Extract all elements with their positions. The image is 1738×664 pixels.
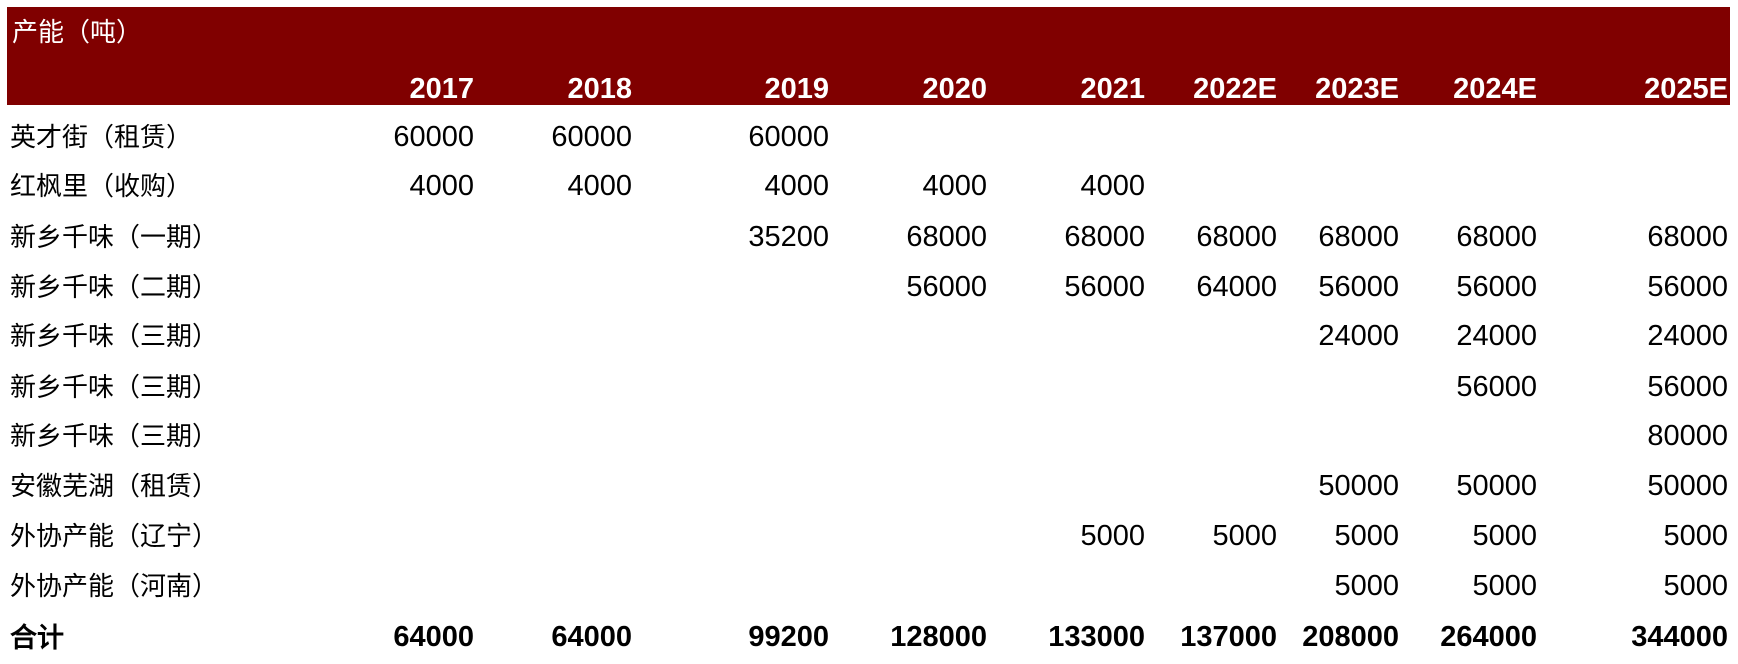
year-header-2017: 2017 — [409, 73, 474, 105]
table-cell: 68000 — [1456, 221, 1537, 253]
table-cell: 68000 — [906, 221, 987, 253]
table-cell: 68000 — [1064, 221, 1145, 253]
table-cell: 5000 — [1472, 520, 1537, 552]
table-cell: 68000 — [1647, 221, 1728, 253]
table-cell: 5000 — [1663, 570, 1728, 602]
total-cell: 133000 — [1048, 621, 1145, 653]
total-label: 合计 — [10, 623, 64, 654]
year-header-2020: 2020 — [922, 73, 987, 105]
table-cell: 4000 — [567, 170, 632, 202]
total-cell: 99200 — [748, 621, 829, 653]
table-cell: 56000 — [1318, 271, 1399, 303]
row-label: 外协产能（河南） — [10, 572, 219, 602]
table-cell: 4000 — [764, 170, 829, 202]
table-cell: 5000 — [1212, 520, 1277, 552]
total-cell: 64000 — [551, 621, 632, 653]
total-cell: 208000 — [1302, 621, 1399, 653]
row-label: 新乡千味（三期） — [10, 322, 219, 352]
year-header-2018: 2018 — [567, 73, 632, 105]
table-cell: 50000 — [1318, 470, 1399, 502]
table-cell: 35200 — [748, 221, 829, 253]
table-cell: 50000 — [1647, 470, 1728, 502]
total-cell: 64000 — [393, 621, 474, 653]
table-cell: 5000 — [1334, 520, 1399, 552]
row-label: 安徽芜湖（租赁） — [10, 472, 219, 502]
table-cell: 80000 — [1647, 420, 1728, 452]
year-header-2022e: 2022E — [1193, 73, 1277, 105]
year-header-2023e: 2023E — [1315, 73, 1399, 105]
total-cell: 137000 — [1180, 621, 1277, 653]
table-cell: 5000 — [1472, 570, 1537, 602]
row-label: 新乡千味（二期） — [10, 273, 219, 303]
table-cell: 60000 — [551, 121, 632, 153]
table-header — [7, 7, 1730, 105]
year-header-2021: 2021 — [1080, 73, 1145, 105]
row-label: 外协产能（辽宁） — [10, 522, 219, 552]
table-cell: 5000 — [1663, 520, 1728, 552]
row-label: 红枫里（收购） — [10, 172, 193, 202]
table-cell: 56000 — [906, 271, 987, 303]
row-label: 新乡千味（三期） — [10, 373, 219, 403]
table-cell: 64000 — [1196, 271, 1277, 303]
table-cell: 56000 — [1456, 371, 1537, 403]
table-cell: 56000 — [1647, 371, 1728, 403]
table-cell: 50000 — [1456, 470, 1537, 502]
table-cell: 60000 — [393, 121, 474, 153]
table-cell: 56000 — [1647, 271, 1728, 303]
table-cell: 5000 — [1334, 570, 1399, 602]
year-header-2019: 2019 — [764, 73, 829, 105]
total-cell: 264000 — [1440, 621, 1537, 653]
year-header-2025e: 2025E — [1644, 73, 1728, 105]
table-title: 产能（吨） — [12, 18, 143, 48]
table-cell: 24000 — [1456, 320, 1537, 352]
row-label: 新乡千味（一期） — [10, 223, 219, 253]
row-label: 英才街（租赁） — [10, 123, 193, 153]
table-cell: 5000 — [1080, 520, 1145, 552]
table-cell: 60000 — [748, 121, 829, 153]
total-cell: 344000 — [1631, 621, 1728, 653]
table-cell: 4000 — [922, 170, 987, 202]
row-label: 新乡千味（三期） — [10, 422, 219, 452]
table-cell: 4000 — [409, 170, 474, 202]
table-cell: 68000 — [1196, 221, 1277, 253]
year-header-2024e: 2024E — [1453, 73, 1537, 105]
table-cell: 56000 — [1064, 271, 1145, 303]
table-cell: 24000 — [1318, 320, 1399, 352]
table-cell: 56000 — [1456, 271, 1537, 303]
table-cell: 4000 — [1080, 170, 1145, 202]
table-cell: 68000 — [1318, 221, 1399, 253]
table-cell: 24000 — [1647, 320, 1728, 352]
total-cell: 128000 — [890, 621, 987, 653]
